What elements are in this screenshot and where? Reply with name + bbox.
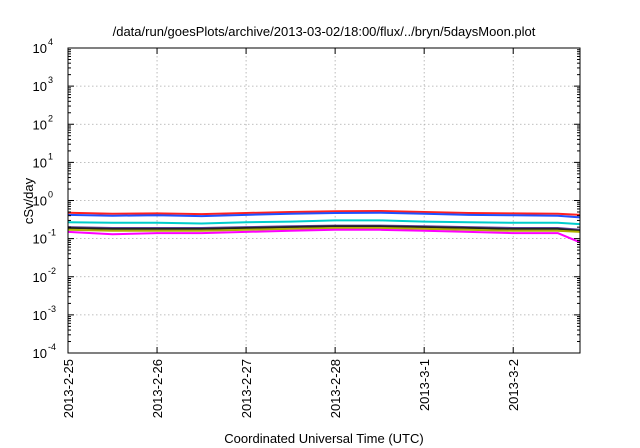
x-tick-label: 2013-2-27 <box>239 359 254 418</box>
y-tick-exponent: 4 <box>48 37 53 47</box>
series-line-5 <box>67 225 581 232</box>
y-tick-label: 10 <box>33 232 47 247</box>
series-line-3 <box>67 219 581 226</box>
x-axis-label: Coordinated Universal Time (UTC) <box>224 431 423 446</box>
series-line-1 <box>67 210 581 216</box>
y-axis-label: cSv/day <box>21 177 36 224</box>
y-tick-exponent: 1 <box>48 151 53 161</box>
series-line-7 <box>67 228 581 244</box>
y-tick-exponent: -4 <box>48 342 56 352</box>
y-tick-exponent: -2 <box>48 266 56 276</box>
x-tick-label: 2013-2-25 <box>61 359 76 418</box>
y-tick-label: 10 <box>33 308 47 323</box>
y-tick-exponent: 0 <box>48 190 53 200</box>
y-tick-label: 10 <box>33 155 47 170</box>
y-tick-label: 10 <box>33 270 47 285</box>
y-tick-exponent: -3 <box>48 304 56 314</box>
y-tick-exponent: 3 <box>48 75 53 85</box>
x-tick-label: 2013-3-1 <box>417 359 432 411</box>
y-tick-label: 10 <box>33 346 47 361</box>
series-group <box>67 210 581 244</box>
grid <box>68 48 580 353</box>
y-tick-exponent: 2 <box>48 113 53 123</box>
series-line-2 <box>67 211 581 219</box>
x-tick-label: 2013-2-26 <box>150 359 165 418</box>
x-tick-label: 2013-2-28 <box>328 359 343 418</box>
y-tick-label: 10 <box>33 194 47 209</box>
y-tick-label: 10 <box>33 41 47 56</box>
y-tick-exponent: -1 <box>48 228 56 238</box>
y-tick-label: 10 <box>33 79 47 94</box>
x-tick-label: 2013-3-2 <box>506 359 521 411</box>
y-tick-label: 10 <box>33 117 47 132</box>
chart-title: /data/run/goesPlots/archive/2013-03-02/1… <box>113 24 536 39</box>
series-line-6 <box>67 227 581 233</box>
x-axis: 2013-2-25 2013-2-26 2013-2-27 2013-2-28 2013… <box>61 48 521 418</box>
